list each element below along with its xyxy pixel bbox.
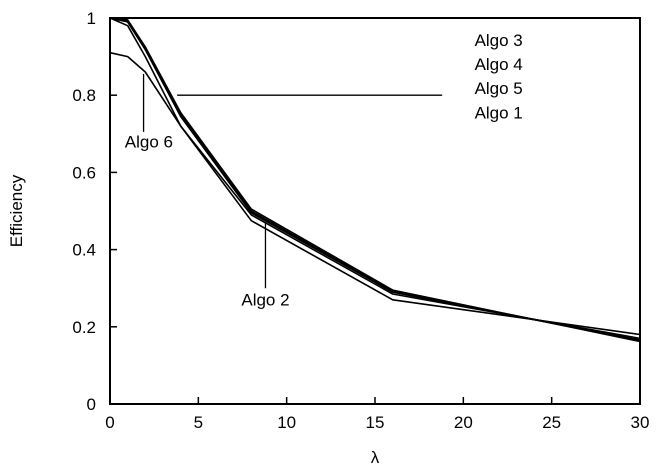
annotation-algo-3: Algo 3	[475, 31, 523, 50]
x-tick-label: 10	[277, 413, 296, 432]
plot-frame	[109, 17, 641, 405]
series-line-algo-3	[109, 17, 641, 343]
y-tick-label: 1	[87, 9, 96, 28]
y-tick-label: 0	[87, 395, 96, 414]
series-line-algo-4	[109, 17, 641, 342]
x-tick-label: 0	[105, 413, 114, 432]
series-line-algo-1	[109, 17, 641, 342]
x-tick-label: 20	[454, 413, 473, 432]
x-tick-label: 30	[631, 413, 650, 432]
x-tick-label: 15	[366, 413, 385, 432]
series-line-algo-6	[109, 51, 641, 340]
tick-labels: 0 5 10 15 20 25 30 0 0.2 0.4 0.6 0.8 1	[72, 9, 649, 432]
y-axis-label: Efficiency	[7, 174, 26, 247]
y-tick-label: 0.6	[72, 163, 96, 182]
series-line-algo-5	[109, 17, 641, 341]
annotation-algo-6: Algo 6	[125, 132, 173, 151]
annotation-algo-5: Algo 5	[475, 79, 523, 98]
annotation-algo-1: Algo 1	[475, 103, 523, 122]
series-annotations: Algo 3 Algo 4 Algo 5 Algo 1 Algo 6 Algo 2	[125, 31, 523, 310]
series-line-algo-2	[109, 17, 641, 336]
x-axis-label: λ	[371, 448, 380, 466]
series-lines	[109, 17, 641, 343]
annotation-algo-4: Algo 4	[475, 55, 523, 74]
y-tick-label: 0.8	[72, 86, 96, 105]
x-tick-label: 5	[194, 413, 203, 432]
annotation-algo-2: Algo 2	[241, 291, 289, 310]
leader-lines	[142, 73, 443, 289]
y-tick-label: 0.2	[72, 318, 96, 337]
y-tick-label: 0.4	[72, 241, 96, 260]
axis-ticks	[109, 17, 641, 405]
x-tick-label: 25	[542, 413, 561, 432]
